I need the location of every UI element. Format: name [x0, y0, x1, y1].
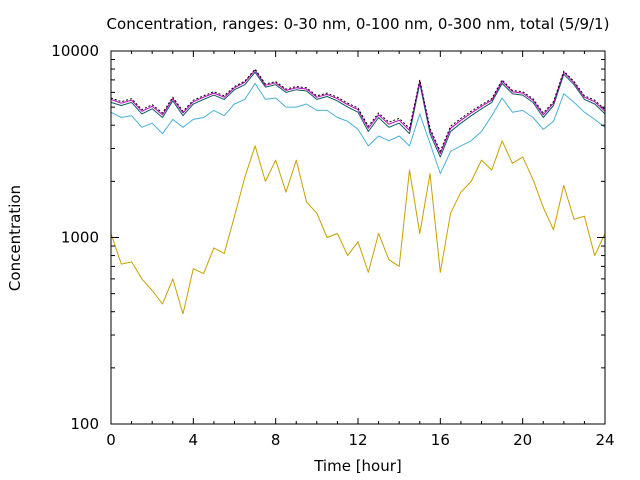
y-axis-title: Concentration: [6, 185, 24, 291]
x-tick-label: 8: [271, 431, 281, 449]
chart-title: Concentration, ranges: 0-30 nm, 0-100 nm…: [107, 15, 610, 33]
x-tick-label: 20: [513, 431, 532, 449]
y-tick-label: 10000: [51, 42, 99, 60]
series-line-4: [110, 69, 606, 154]
series-line-3: [110, 71, 606, 158]
x-axis-title: Time [hour]: [313, 457, 402, 475]
plot-frame: [110, 50, 606, 425]
series-line-1: [110, 140, 606, 315]
x-tick-label: 12: [348, 431, 367, 449]
x-tick-label: 24: [595, 431, 614, 449]
series-line-2: [110, 82, 606, 175]
x-tick-label: 4: [189, 431, 199, 449]
y-tick-label: 1000: [61, 229, 99, 247]
series-line-5: [110, 68, 606, 152]
plot-area: 0 4 8 12 16 20 24 100 1000 10000: [51, 42, 614, 449]
y-tick-label: 100: [70, 415, 99, 433]
x-tick-label: 16: [431, 431, 450, 449]
x-tick-label: 0: [106, 431, 116, 449]
